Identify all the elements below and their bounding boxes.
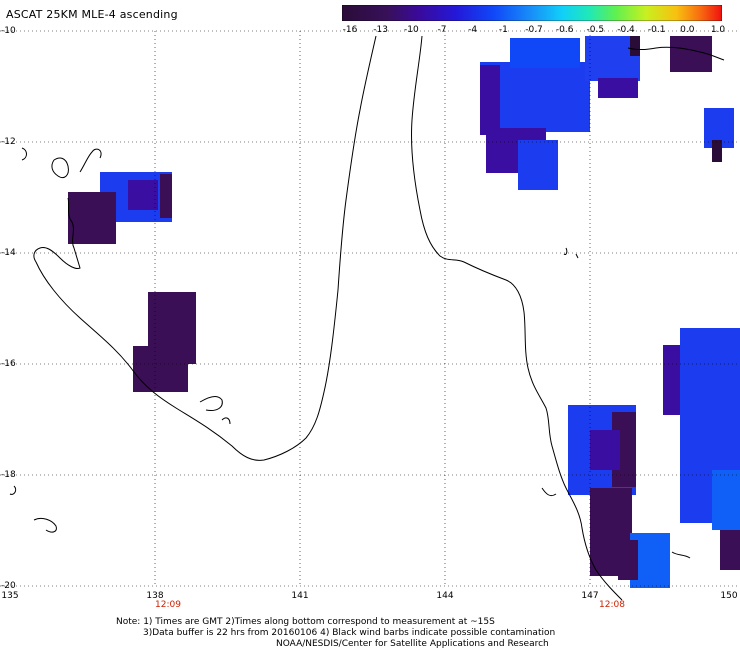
colorbar-tick-label: -13	[373, 25, 389, 35]
lat-label: -18	[1, 470, 16, 480]
colorbar-tick-label: -10	[403, 25, 419, 35]
time-label: 12:08	[599, 600, 625, 610]
lon-label: 135	[1, 591, 19, 601]
colorbar-tick-label: -16	[342, 25, 358, 35]
lat-label: -12	[1, 137, 16, 147]
lat-label: -10	[1, 26, 16, 36]
colorbar-tick-label: -4	[468, 25, 478, 35]
lon-label: 144	[436, 591, 454, 601]
time-label: 12:09	[155, 600, 181, 610]
lat-label: -16	[1, 359, 16, 369]
colorbar-tick-label: -0.4	[617, 25, 635, 35]
lat-label: -14	[1, 248, 16, 258]
lon-label: 150	[720, 591, 738, 601]
colorbar-tick-label: -0.6	[555, 25, 574, 35]
colorbar-tick-label: -1	[498, 25, 508, 35]
colorbar-tick-label: -0.1	[647, 25, 666, 35]
lon-label: 147	[581, 591, 599, 601]
colorbar-tick-label: -0.5	[586, 25, 605, 35]
lat-label: -20	[1, 581, 16, 591]
note-line-1: Note: 1) Times are GMT 2)Times along bot…	[116, 617, 495, 627]
colorbar-tick-label: -0.7	[525, 25, 543, 35]
colorbar	[342, 5, 722, 21]
lon-label: 141	[291, 591, 309, 601]
lon-label: 138	[146, 591, 164, 601]
colorbar-tick-label: -7	[437, 25, 447, 35]
note-line-3: NOAA/NESDIS/Center for Satellite Applica…	[276, 639, 549, 649]
colorbar-tick-label: 1.0	[710, 25, 726, 35]
coastline	[9, 35, 725, 601]
graticule	[0, 30, 740, 587]
colorbar-tick-label: 0.0	[680, 25, 695, 35]
map-title: ASCAT 25KM MLE-4 ascending	[6, 8, 178, 21]
note-line-2: 3)Data buffer is 22 hrs from 20160106 4)…	[143, 628, 556, 638]
data-cells	[68, 36, 740, 588]
